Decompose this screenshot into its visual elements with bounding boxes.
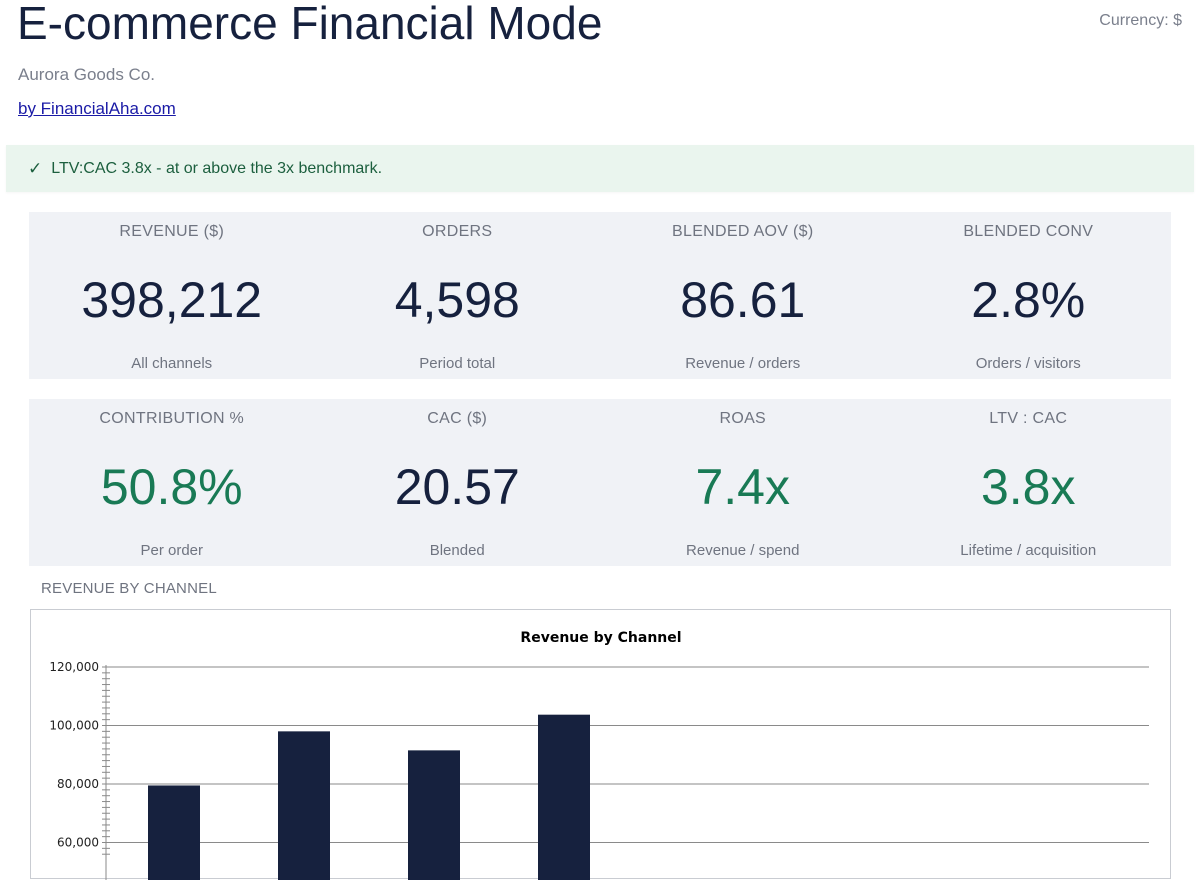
kpi-card-contribution: CONTRIBUTION % 50.8% Per order — [29, 399, 315, 566]
revenue-by-channel-chart: Revenue by Channel 60,000 80,000 100,000 120… — [30, 609, 1171, 880]
kpi-label: ORDERS — [422, 223, 493, 240]
kpi-value: 7.4x — [695, 459, 790, 515]
banner-text: LTV:CAC 3.8x - at or above the 3x benchm… — [51, 159, 383, 177]
kpi-label: REVENUE ($) — [119, 223, 225, 240]
kpi-card-cac: CAC ($) 20.57 Blended — [315, 399, 601, 566]
kpi-card-orders: ORDERS 4,598 Period total — [315, 212, 601, 379]
currency-label: Currency: $ — [1099, 12, 1182, 29]
kpi-card-roas: ROAS 7.4x Revenue / spend — [600, 399, 886, 566]
y-tick-label: 80,000 — [57, 777, 99, 791]
kpi-label: ROAS — [719, 410, 767, 427]
kpi-subtext: All channels — [131, 355, 213, 372]
y-tick-label: 100,000 — [49, 719, 99, 733]
kpi-value: 20.57 — [394, 459, 520, 515]
bar — [278, 731, 330, 880]
kpi-card-revenue: REVENUE ($) 398,212 All channels — [29, 212, 315, 379]
byline-link[interactable]: by FinancialAha.com — [18, 99, 176, 118]
ltv-cac-status-banner: ✓ LTV:CAC 3.8x - at or above the 3x benc… — [6, 145, 1194, 192]
kpi-subtext: Revenue / spend — [686, 542, 800, 559]
kpi-value: 2.8% — [971, 272, 1086, 328]
kpi-subtext: Period total — [419, 355, 496, 372]
kpi-card-blended-aov: BLENDED AOV ($) 86.61 Revenue / orders — [600, 212, 886, 379]
kpi-value: 86.61 — [680, 272, 806, 328]
y-tick-label: 120,000 — [49, 660, 99, 674]
kpi-card-blended-conv: BLENDED CONV 2.8% Orders / visitors — [886, 212, 1172, 379]
bar — [538, 714, 590, 880]
y-tick-label: 60,000 — [57, 836, 99, 850]
kpi-value: 398,212 — [81, 272, 263, 328]
kpi-label: BLENDED CONV — [963, 223, 1094, 240]
page-title: E-commerce Financial Mode — [17, 0, 603, 49]
kpi-subtext: Per order — [140, 542, 204, 559]
kpi-label: LTV : CAC — [989, 410, 1068, 427]
bar — [148, 785, 200, 880]
kpi-value: 50.8% — [100, 459, 243, 515]
kpi-label: BLENDED AOV ($) — [672, 223, 814, 240]
bar — [408, 750, 460, 880]
check-icon: ✓ — [28, 158, 43, 178]
kpi-subtext: Lifetime / acquisition — [960, 542, 1097, 559]
kpi-value: 3.8x — [980, 459, 1076, 515]
kpi-row-unit-economics: CONTRIBUTION % 50.8% Per order CAC ($) 2… — [29, 399, 1171, 566]
kpi-label: CAC ($) — [427, 410, 488, 427]
kpi-value: 4,598 — [394, 272, 520, 328]
kpi-subtext: Blended — [429, 542, 485, 559]
chart-title: Revenue by Channel — [520, 630, 681, 646]
kpi-row-primary: REVENUE ($) 398,212 All channels ORDERS … — [29, 212, 1171, 379]
chart-section-label: REVENUE BY CHANNEL — [41, 580, 217, 597]
company-name: Aurora Goods Co. — [18, 65, 156, 84]
kpi-card-ltv-cac: LTV : CAC 3.8x Lifetime / acquisition — [886, 399, 1172, 566]
kpi-subtext: Revenue / orders — [685, 355, 801, 372]
kpi-subtext: Orders / visitors — [975, 355, 1081, 372]
kpi-label: CONTRIBUTION % — [99, 410, 245, 427]
chart-canvas: Revenue by Channel 60,000 80,000 100,000 120… — [49, 630, 1149, 880]
